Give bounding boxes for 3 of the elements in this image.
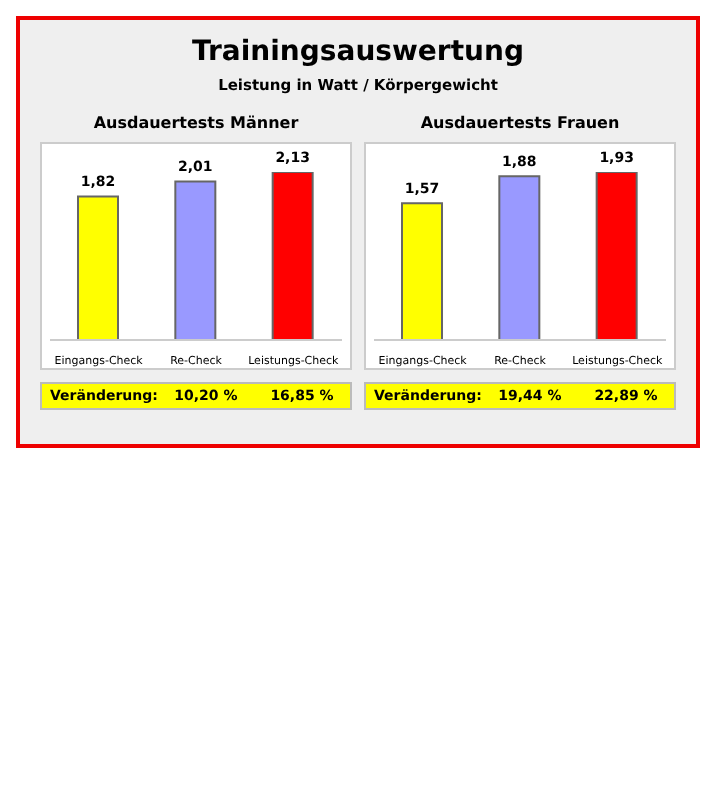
chart-title: Ausdauertests Frauen	[418, 114, 622, 136]
text: Trainingsauswertung	[190, 36, 526, 68]
chart-title: Ausdauertests Männer	[91, 114, 301, 136]
